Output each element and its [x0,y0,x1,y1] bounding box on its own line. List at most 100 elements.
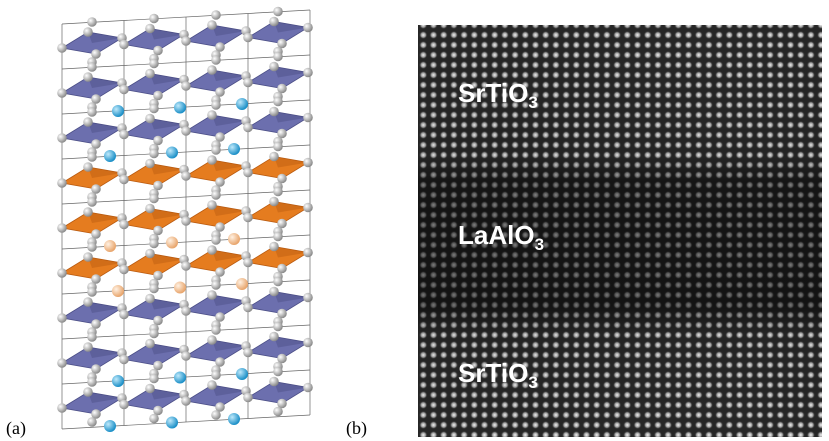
a-site-atom [104,420,116,432]
panel-label: (a) [6,418,26,439]
oxygen-atom [57,268,67,278]
oxygen-atom [273,52,283,62]
oxygen-atom [303,68,313,78]
a-site-atom [112,285,124,297]
oxygen-atom [269,197,279,207]
a-site-atom [228,413,240,425]
oxygen-atom [303,113,313,123]
oxygen-atom [149,194,159,204]
oxygen-atom [273,7,283,17]
oxygen-atom [211,100,221,110]
oxygen-atom [303,383,313,393]
oxygen-atom [211,145,221,155]
oxygen-atom [119,40,129,50]
oxygen-atom [181,36,191,46]
a-site-atom [104,240,116,252]
oxygen-atom [207,65,217,75]
oxygen-atom [87,197,97,207]
oxygen-atom [181,126,191,136]
oxygen-atom [149,14,159,24]
oxygen-atom [83,342,93,352]
a-site-atom [174,372,186,384]
oxygen-atom [211,235,221,245]
subscript: 3 [535,235,544,254]
oxygen-atom [145,114,155,124]
oxygen-atom [57,223,67,233]
formula: SrTiO [458,358,528,388]
oxygen-atom [269,17,279,27]
oxygen-atom [145,24,155,34]
oxygen-atom [269,242,279,252]
oxygen-atom [243,78,253,88]
layer-label: LaAlO3 [458,220,544,254]
oxygen-atom [57,43,67,53]
a-site-atom [174,102,186,114]
oxygen-atom [243,303,253,313]
oxygen-atom [207,290,217,300]
oxygen-atom [119,175,129,185]
a-site-atom [112,105,124,117]
oxygen-atom [149,414,159,424]
oxygen-atom [83,297,93,307]
oxygen-atom [87,62,97,72]
oxygen-atom [145,339,155,349]
a-site-atom [228,143,240,155]
oxygen-atom [269,287,279,297]
oxygen-atom [119,85,129,95]
oxygen-atom [57,403,67,413]
oxygen-atom [243,168,253,178]
layer-label: SrTiO3 [458,358,538,392]
oxygen-atom [83,387,93,397]
oxygen-atom [83,72,93,82]
oxygen-atom [145,294,155,304]
oxygen-atom [149,239,159,249]
oxygen-atom [181,306,191,316]
subscript: 3 [528,373,537,392]
oxygen-atom [87,242,97,252]
oxygen-atom [181,171,191,181]
oxygen-atom [273,232,283,242]
oxygen-atom [119,130,129,140]
oxygen-atom [303,158,313,168]
oxygen-atom [211,370,221,380]
oxygen-atom [303,248,313,258]
oxygen-atom [269,107,279,117]
oxygen-atom [211,55,221,65]
oxygen-atom [149,104,159,114]
figure: (a) (b) SrTiO3 LaAlO3 SrTiO3 [0,0,829,441]
oxygen-atom [211,10,221,20]
a-site-atom [166,417,178,429]
oxygen-atom [243,33,253,43]
oxygen-atom [181,216,191,226]
oxygen-atom [149,284,159,294]
oxygen-atom [119,355,129,365]
oxygen-atom [145,159,155,169]
oxygen-atom [145,384,155,394]
oxygen-atom [211,410,221,420]
oxygen-atom [207,245,217,255]
oxygen-atom [273,187,283,197]
oxygen-atom [119,265,129,275]
oxygen-atom [145,249,155,259]
oxygen-atom [243,348,253,358]
oxygen-atom [149,329,159,339]
oxygen-atom [149,59,159,69]
oxygen-atom [269,152,279,162]
oxygen-atom [273,322,283,332]
oxygen-atom [83,162,93,172]
oxygen-atom [207,380,217,390]
oxygen-atom [243,258,253,268]
oxygen-atom [303,293,313,303]
panel-label: (b) [346,418,367,439]
oxygen-atom [273,407,283,417]
a-site-atom [166,147,178,159]
oxygen-atom [207,155,217,165]
oxygen-atom [181,81,191,91]
a-site-atom [236,98,248,110]
oxygen-atom [57,358,67,368]
a-site-atom [236,278,248,290]
crystal-structure [57,7,313,432]
oxygen-atom [269,62,279,72]
oxygen-atom [211,280,221,290]
oxygen-atom [83,117,93,127]
